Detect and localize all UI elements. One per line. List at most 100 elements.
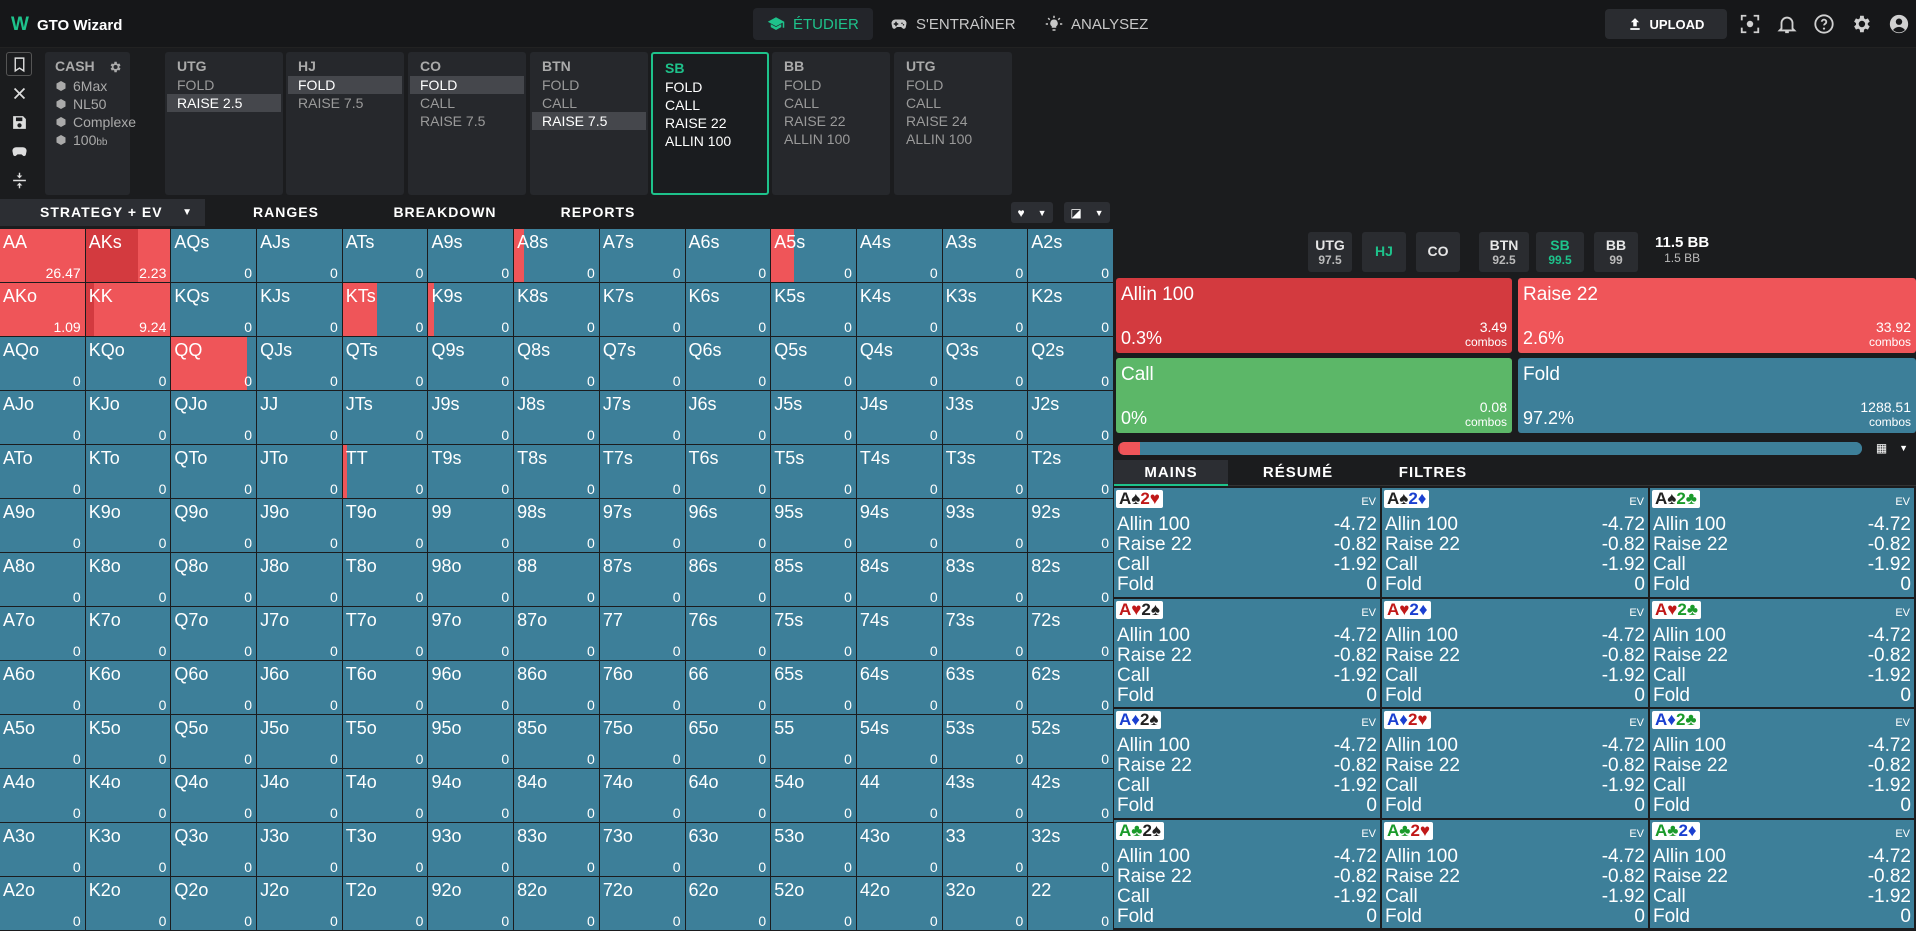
position-card-utg[interactable]: UTG FOLD RAISE 2.5 [165,52,283,195]
hand-cell[interactable]: 32o 0 [942,877,1029,931]
hand-cell[interactable]: 75o 0 [599,715,686,769]
action-option[interactable]: RAISE 7.5 [532,112,646,130]
hand-cell[interactable]: 52s 0 [1028,715,1114,769]
action-option[interactable]: CALL [906,95,942,111]
hand-cell[interactable]: T8o 0 [342,553,429,607]
hand-cell[interactable]: A8s 0 [514,229,600,283]
seat-sb[interactable]: SB 99.5 [1536,232,1584,272]
action-allin-100[interactable]: Allin 100 0.3% 3.49 combos [1116,278,1512,353]
clear-button[interactable] [6,81,32,105]
hand-cell[interactable]: J3o 0 [257,823,343,877]
action-option[interactable]: ALLIN 100 [665,133,732,149]
hand-cell[interactable]: 32s 0 [1028,823,1114,877]
hand-cell[interactable]: 53s 0 [942,715,1029,769]
action-fold[interactable]: Fold 97.2% 1288.51 combos [1518,358,1916,433]
hand-cell[interactable]: 92s 0 [1028,499,1114,553]
hand-cell[interactable]: K9o 0 [85,499,172,553]
hand-cell[interactable]: 86s 0 [685,553,772,607]
hand-cell[interactable]: AQo 0 [0,337,86,391]
hand-cell[interactable]: 44 0 [856,769,943,823]
hand-cell[interactable]: 75s 0 [771,607,857,661]
hand-cell[interactable]: AQs 0 [171,229,258,283]
hand-cell[interactable]: J2o 0 [257,877,343,931]
hand-cell[interactable]: J9s 0 [428,391,515,445]
hand-cell[interactable]: 66 0 [685,661,772,715]
hand-cell[interactable]: 74s 0 [856,607,943,661]
upload-button[interactable]: UPLOAD [1605,9,1727,39]
hand-cell[interactable]: T5s 0 [771,445,857,499]
hand-cell[interactable]: T3s 0 [942,445,1029,499]
tab-strategy-ev[interactable]: STRATEGY + EV ▼ [0,199,205,226]
hand-cell[interactable]: AJo 0 [0,391,86,445]
favorite-button[interactable]: ♥ ▼ [1011,202,1053,223]
display-mode-button[interactable]: ◪ ▼ [1064,202,1110,223]
hand-cell[interactable]: K2o 0 [85,877,172,931]
hand-cell[interactable]: K8s 0 [514,283,600,337]
hand-cell[interactable]: 94s 0 [856,499,943,553]
hand-cell[interactable]: K7o 0 [85,607,172,661]
hand-cell[interactable]: 93o 0 [428,823,515,877]
hand-cell[interactable]: J4s 0 [856,391,943,445]
hand-cell[interactable]: 95o 0 [428,715,515,769]
hand-cell[interactable]: AA 26.47 [0,229,86,283]
hand-cell[interactable]: Q2s 0 [1028,337,1114,391]
seat-btn[interactable]: BTN 92.5 [1479,232,1529,272]
hand-cell[interactable]: AKo 1.09 [0,283,86,337]
hand-combo[interactable]: A♠2♥ EV Allin 100 -4.72 Raise 22 -0.82 Call -1.… [1114,488,1382,599]
action-option[interactable]: CALL [542,95,578,111]
hand-cell[interactable]: Q4o 0 [171,769,258,823]
hand-cell[interactable]: J7s 0 [599,391,686,445]
hand-cell[interactable]: 64s 0 [856,661,943,715]
nav-train[interactable]: S'ENTRAÎNER [876,8,1030,40]
position-card-bb[interactable]: BB FOLD CALL RAISE 22 ALLIN 100 [772,52,890,195]
hand-combo[interactable]: A♥2♠ EV Allin 100 -4.72 Raise 22 -0.82 Call -1.… [1114,598,1382,709]
hand-cell[interactable]: 65o 0 [685,715,772,769]
compress-button[interactable] [6,168,32,192]
hand-cell[interactable]: AJs 0 [257,229,343,283]
hand-cell[interactable]: K7s 0 [599,283,686,337]
hand-cell[interactable]: Q9o 0 [171,499,258,553]
hand-cell[interactable]: A7o 0 [0,607,86,661]
hand-cell[interactable]: K3o 0 [85,823,172,877]
tab-summary[interactable]: RÉSUMÉ [1262,464,1334,481]
hand-cell[interactable]: 55 0 [771,715,857,769]
hand-combo[interactable]: A♦2♠ EV Allin 100 -4.72 Raise 22 -0.82 Call -1.… [1114,709,1382,820]
hand-cell[interactable]: T6o 0 [342,661,429,715]
hand-cell[interactable]: Q3s 0 [942,337,1029,391]
hand-cell[interactable]: K5o 0 [85,715,172,769]
hand-cell[interactable]: J9o 0 [257,499,343,553]
hand-cell[interactable]: 54s 0 [856,715,943,769]
hand-cell[interactable]: JJ 0 [257,391,343,445]
hand-cell[interactable]: Q6o 0 [171,661,258,715]
hand-cell[interactable]: 22 0 [1028,877,1114,931]
hand-cell[interactable]: A7s 0 [599,229,686,283]
tab-ranges[interactable]: RANGES [253,204,319,220]
hand-cell[interactable]: 74o 0 [599,769,686,823]
hand-cell[interactable]: K2s 0 [1028,283,1114,337]
hand-cell[interactable]: 76o 0 [599,661,686,715]
help-icon[interactable] [1813,13,1835,35]
hand-cell[interactable]: 82o 0 [514,877,600,931]
hand-cell[interactable]: 72o 0 [599,877,686,931]
hand-cell[interactable]: 72s 0 [1028,607,1114,661]
hand-cell[interactable]: Q6s 0 [685,337,772,391]
nav-analyze[interactable]: ANALYSEZ [1031,8,1162,40]
hand-cell[interactable]: K8o 0 [85,553,172,607]
hand-cell[interactable]: QJs 0 [257,337,343,391]
hand-cell[interactable]: 94o 0 [428,769,515,823]
seat-hj[interactable]: HJ [1362,232,1406,272]
hand-cell[interactable]: 43s 0 [942,769,1029,823]
tab-filters[interactable]: FILTRES [1398,464,1468,481]
nav-study[interactable]: ÉTUDIER [753,8,873,40]
hand-cell[interactable]: Q3o 0 [171,823,258,877]
hand-cell[interactable]: 93s 0 [942,499,1029,553]
hand-cell[interactable]: 85s 0 [771,553,857,607]
hand-cell[interactable]: K6s 0 [685,283,772,337]
hand-cell[interactable]: A3s 0 [942,229,1029,283]
hand-cell[interactable]: 88 0 [514,553,600,607]
hand-cell[interactable]: ATo 0 [0,445,86,499]
hand-cell[interactable]: J4o 0 [257,769,343,823]
hand-cell[interactable]: A6s 0 [685,229,772,283]
hand-cell[interactable]: A2o 0 [0,877,86,931]
hand-cell[interactable]: T7o 0 [342,607,429,661]
